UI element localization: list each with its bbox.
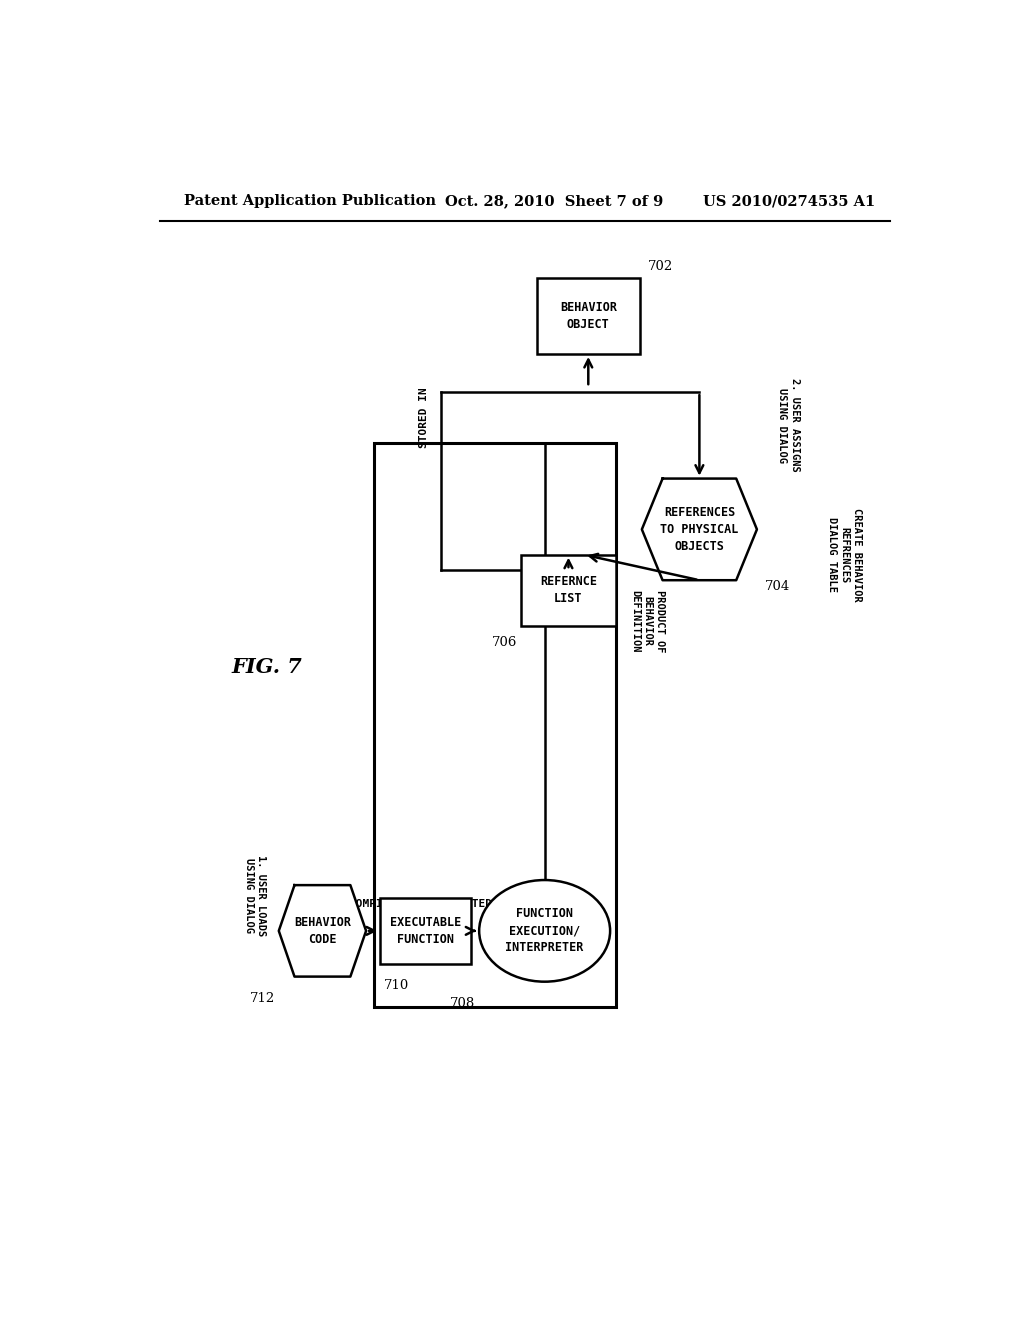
Text: COMPILE: COMPILE — [349, 899, 396, 908]
Ellipse shape — [479, 880, 610, 982]
Text: Patent Application Publication: Patent Application Publication — [183, 194, 435, 209]
Text: 704: 704 — [765, 581, 791, 593]
Text: 708: 708 — [450, 997, 475, 1010]
Text: 712: 712 — [250, 991, 274, 1005]
Text: 702: 702 — [648, 260, 673, 273]
Text: 2. USER ASSIGNS
USING DIALOG: 2. USER ASSIGNS USING DIALOG — [777, 379, 800, 473]
Text: PRODUCT OF
BEHAVIOR
DEFINITION: PRODUCT OF BEHAVIOR DEFINITION — [631, 590, 666, 652]
FancyBboxPatch shape — [537, 277, 640, 354]
Polygon shape — [279, 886, 367, 977]
Text: FIG. 7: FIG. 7 — [231, 656, 302, 677]
Text: EXECUTED BY: EXECUTED BY — [438, 899, 512, 908]
Text: REFERENCES
TO PHYSICAL
OBJECTS: REFERENCES TO PHYSICAL OBJECTS — [660, 506, 738, 553]
Text: 706: 706 — [492, 636, 517, 649]
Text: EXECUTABLE
FUNCTION: EXECUTABLE FUNCTION — [390, 916, 461, 946]
FancyBboxPatch shape — [521, 554, 616, 626]
Text: BEHAVIOR
OBJECT: BEHAVIOR OBJECT — [560, 301, 616, 331]
Text: US 2010/0274535 A1: US 2010/0274535 A1 — [703, 194, 876, 209]
Polygon shape — [642, 479, 757, 581]
Text: FUNCTION
EXECUTION/
INTERPRETER: FUNCTION EXECUTION/ INTERPRETER — [506, 907, 584, 954]
Text: 1. USER LOADS
USING DIALOG: 1. USER LOADS USING DIALOG — [244, 854, 266, 936]
Text: Oct. 28, 2010  Sheet 7 of 9: Oct. 28, 2010 Sheet 7 of 9 — [445, 194, 664, 209]
Text: BEHAVIOR
CODE: BEHAVIOR CODE — [294, 916, 351, 946]
Text: CREATE BEHAVIOR
REFRENCES
DIALOG TABLE: CREATE BEHAVIOR REFRENCES DIALOG TABLE — [826, 508, 861, 602]
Text: REFERNCE
LIST: REFERNCE LIST — [540, 576, 597, 606]
Text: STORED IN: STORED IN — [419, 387, 429, 447]
Text: 710: 710 — [384, 979, 410, 993]
FancyBboxPatch shape — [380, 898, 471, 964]
